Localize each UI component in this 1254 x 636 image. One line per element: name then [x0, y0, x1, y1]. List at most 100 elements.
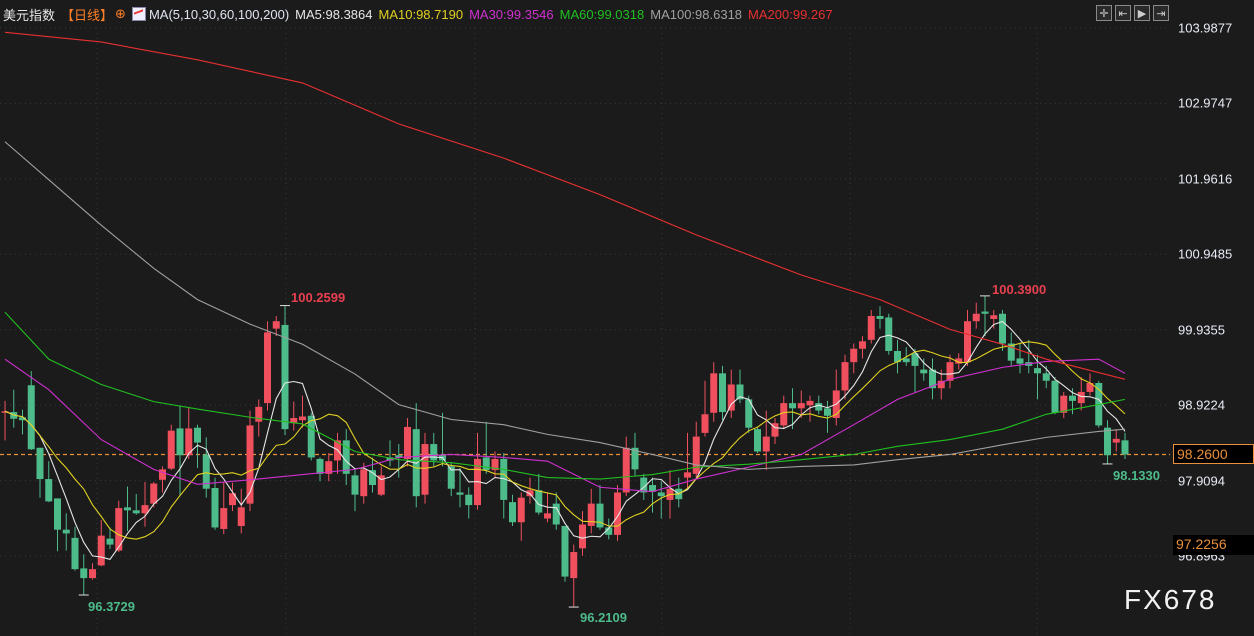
- candle-down: [876, 315, 884, 319]
- line-chart-icon[interactable]: [131, 7, 146, 21]
- current-price-tag: 98.2600: [1173, 444, 1254, 465]
- candle-up: [255, 406, 263, 422]
- candle-up: [859, 341, 866, 349]
- candle-up: [299, 416, 306, 421]
- ma-line-ma10: [4, 341, 1126, 540]
- candle-up: [806, 400, 814, 406]
- crosshair-circle-icon[interactable]: ⊕: [115, 6, 126, 21]
- candle-down: [1104, 427, 1111, 456]
- ma100-value: MA100:98.6318: [650, 6, 743, 22]
- candle-up: [771, 423, 779, 437]
- crosshair-price-tag: 97.2256: [1173, 535, 1254, 555]
- candle-up: [964, 321, 971, 363]
- crosshair-move-icon[interactable]: ✛: [1096, 5, 1112, 21]
- candle-up: [797, 403, 805, 409]
- candle-up: [579, 524, 586, 549]
- ma-line-ma30: [4, 358, 1126, 493]
- candle-down: [824, 408, 831, 416]
- candle-down: [194, 427, 201, 443]
- annotation-high-label: 100.2599: [291, 290, 346, 305]
- candle-down: [640, 477, 648, 493]
- y-tick-label: 98.9224: [1178, 397, 1225, 413]
- candle-up: [614, 492, 621, 535]
- candle-up: [229, 493, 236, 506]
- candle-up: [850, 348, 858, 363]
- candle-up: [544, 513, 551, 519]
- candle-down: [561, 525, 569, 577]
- candle-down: [395, 455, 403, 458]
- ma-line-ma200: [4, 31, 1126, 380]
- chart-header: 美元指数 【日线】 ⊕ MA(5,10,30,60,100,200) MA5:9…: [0, 0, 1090, 28]
- chart-toolbar: ✛ ⇤ ▶ ⇥: [1096, 5, 1169, 21]
- candle-up: [97, 535, 105, 566]
- candle-up: [692, 436, 700, 474]
- candle-up: [115, 508, 123, 551]
- candle-up: [141, 505, 149, 514]
- y-tick-label: 102.9747: [1178, 95, 1233, 111]
- candle-down: [27, 385, 35, 450]
- candle-up: [701, 414, 709, 433]
- candle-up: [491, 458, 499, 471]
- candle-down: [482, 457, 490, 471]
- candle-down: [281, 324, 289, 430]
- candle-down: [124, 507, 131, 511]
- zoom-range-icon[interactable]: ⇤: [1115, 5, 1131, 21]
- period-selector[interactable]: 【日线】: [61, 7, 114, 23]
- candle-up: [290, 417, 298, 424]
- candle-up: [220, 508, 228, 529]
- candle-down: [999, 313, 1006, 344]
- indicator-params[interactable]: MA(5,10,30,60,100,200): [148, 6, 290, 22]
- candle-down: [45, 479, 53, 502]
- jump-to-end-icon[interactable]: ⇥: [1153, 5, 1169, 21]
- candle-down: [386, 457, 394, 461]
- candle-down: [1051, 380, 1059, 413]
- candle-down: [316, 458, 324, 474]
- candle-down: [62, 529, 70, 534]
- ma-line-ma5: [4, 320, 1126, 560]
- candle-down: [106, 538, 114, 545]
- candle-up: [264, 332, 271, 404]
- candle-up: [841, 362, 849, 391]
- candle-down: [815, 403, 823, 411]
- candle-up: [762, 436, 770, 452]
- candle-up: [237, 507, 245, 526]
- candle-up: [1077, 391, 1085, 404]
- candle-down: [351, 475, 359, 495]
- y-tick-label: 101.9616: [1178, 171, 1233, 187]
- instrument-title: 美元指数: [3, 7, 56, 23]
- candle-up: [421, 444, 429, 495]
- candle-down: [920, 369, 928, 374]
- annotation-high-label: 100.3900: [992, 282, 1047, 297]
- candle-down: [552, 503, 560, 525]
- candle-down: [36, 447, 44, 480]
- play-forward-icon[interactable]: ▶: [1134, 5, 1150, 21]
- candle-up: [159, 469, 166, 480]
- candle-up: [780, 403, 788, 426]
- candle-up: [167, 430, 175, 469]
- candle-down: [902, 358, 910, 363]
- ma200-value: MA200:99.267: [748, 6, 833, 22]
- candle-up: [622, 447, 630, 493]
- candle-down: [929, 369, 936, 389]
- candle-down: [596, 503, 604, 528]
- candle-up: [587, 503, 595, 526]
- candle-up: [360, 469, 368, 497]
- candle-up: [185, 428, 193, 456]
- candle-down: [19, 417, 26, 421]
- candle-down: [176, 428, 184, 456]
- candle-down: [736, 384, 744, 400]
- candle-down: [211, 487, 219, 528]
- candle-up: [404, 426, 411, 459]
- candle-down: [54, 498, 61, 530]
- candle-up: [570, 552, 578, 579]
- candle-down: [500, 458, 508, 500]
- candle-up: [946, 362, 954, 381]
- y-tick-label: 99.9355: [1178, 322, 1225, 338]
- candle-down: [535, 490, 543, 513]
- candle-down: [605, 527, 613, 535]
- ma-line-ma60: [4, 311, 1126, 480]
- candle-down: [369, 470, 376, 486]
- candle-down: [342, 440, 350, 474]
- candle-up: [710, 373, 718, 413]
